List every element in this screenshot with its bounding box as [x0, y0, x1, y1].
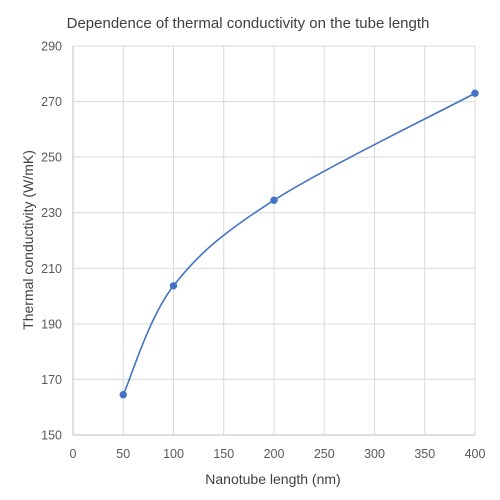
x-tick-label: 350 [414, 447, 435, 461]
x-tick-label: 250 [314, 447, 335, 461]
x-tick-label: 300 [364, 447, 385, 461]
x-tick-label: 0 [70, 447, 77, 461]
y-tick-label: 210 [41, 262, 62, 276]
data-point [169, 282, 178, 290]
y-tick-label: 150 [41, 429, 62, 443]
data-series [119, 89, 479, 399]
data-point [119, 391, 127, 399]
y-tick-label: 250 [41, 151, 62, 165]
x-axis-title: Nanotube length (nm) [205, 471, 340, 487]
data-point [270, 196, 278, 204]
tick-labels: 150 170 190 210 230 250 270 290 0 50 100 150 200 250 3… [41, 40, 485, 462]
x-tick-label: 150 [213, 447, 234, 461]
y-tick-label: 230 [41, 206, 62, 220]
grid-lines [73, 45, 476, 435]
x-tick-label: 50 [116, 447, 130, 461]
x-tick-label: 200 [264, 447, 285, 461]
y-tick-label: 270 [41, 95, 62, 109]
x-tick-label: 100 [163, 447, 184, 461]
y-tick-label: 290 [41, 40, 62, 54]
data-point [471, 89, 479, 97]
axes [72, 46, 475, 436]
series-line [122, 92, 476, 396]
y-axis-title: Thermal conductivity (W/mK) [20, 150, 36, 330]
y-tick-label: 190 [41, 317, 62, 331]
y-tick-label: 170 [41, 373, 62, 387]
x-tick-label: 400 [465, 447, 486, 461]
chart-title: Dependence of thermal conductivity on th… [67, 15, 430, 32]
